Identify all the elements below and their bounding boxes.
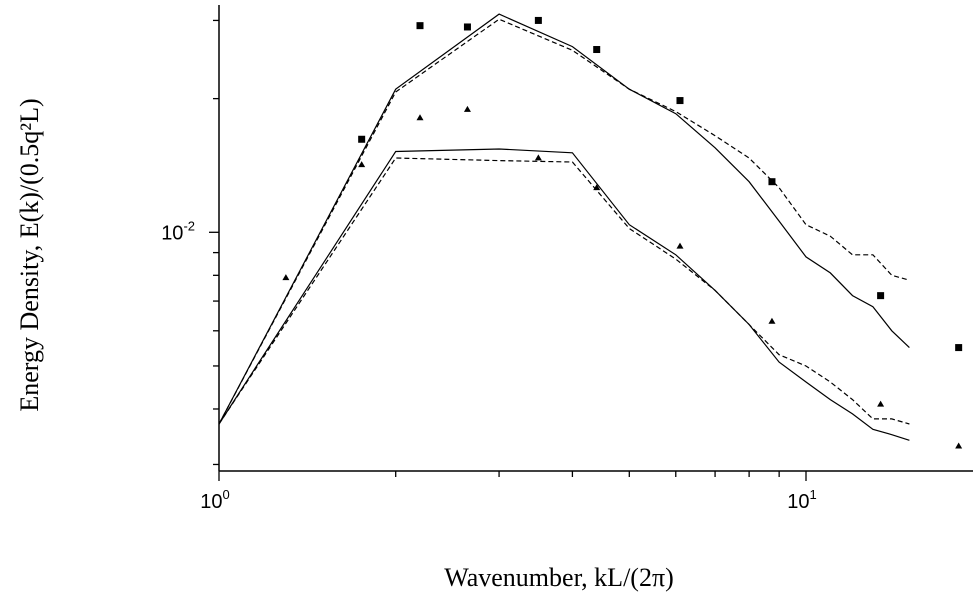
dashed-series-line-1 xyxy=(218,18,910,425)
triangle-marker xyxy=(593,184,601,191)
triangle-marker xyxy=(877,400,885,407)
square-marker xyxy=(676,97,684,105)
square-marker xyxy=(534,16,542,24)
square-marker xyxy=(768,178,776,186)
square-marker xyxy=(358,135,366,143)
triangle-marker xyxy=(768,317,776,324)
solid-series-line-2 xyxy=(218,148,910,441)
plot-axes xyxy=(218,5,973,472)
series-layer xyxy=(218,13,910,441)
x-tick-label: 100 xyxy=(200,487,229,513)
solid-series-line-0 xyxy=(218,13,910,425)
square-marker xyxy=(593,46,601,54)
triangle-marker xyxy=(282,274,290,281)
triangle-marker xyxy=(358,161,366,168)
y-tick-label: 10-2 xyxy=(161,218,195,244)
square-marker xyxy=(416,22,424,30)
x-axis-label: Wavenumber, kL/(2π) xyxy=(444,563,673,592)
y-axis-label: Energy Density, E(k)/(0.5q²L) xyxy=(15,98,44,411)
triangle-marker xyxy=(534,154,542,161)
square-marker xyxy=(955,344,963,352)
triangle-marker xyxy=(955,442,963,449)
marker-layer xyxy=(282,16,963,449)
triangle-marker xyxy=(463,105,471,112)
triangle-marker xyxy=(676,242,684,249)
tick-layer: 100 101 10-2 xyxy=(161,19,817,513)
square-marker xyxy=(877,292,885,300)
square-marker xyxy=(463,23,471,31)
dashed-series-line-3 xyxy=(218,157,910,425)
x-tick-label: 101 xyxy=(787,487,816,513)
triangle-marker xyxy=(416,114,424,121)
